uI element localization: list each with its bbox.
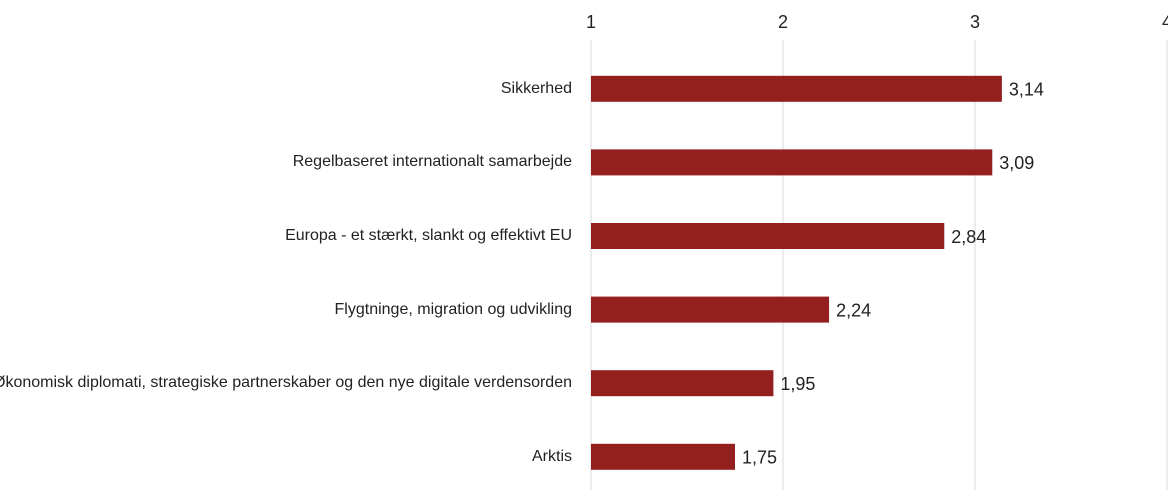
value-label: 3,09: [999, 153, 1034, 173]
category-label: Regelbaseret internationalt samarbejde: [292, 153, 572, 171]
value-label: 2,24: [836, 300, 871, 320]
category-label-box: Sikkerhed: [0, 64, 572, 114]
category-label: Europa - et stærkt, slankt og effektivt …: [285, 227, 572, 244]
bar: [591, 443, 735, 470]
x-tick-label: 4: [1162, 12, 1168, 32]
category-label-box: Økonomisk diplomati, strategiske partner…: [0, 358, 572, 408]
x-tick-label: 1: [586, 12, 596, 32]
category-label: Flygtninge, migration og udvikling: [334, 300, 572, 318]
category-label: Arktis: [532, 447, 572, 465]
bar: [591, 223, 945, 249]
category-label-box: Europa - et stærkt, slankt og effektivt …: [0, 211, 572, 261]
bar: [591, 296, 830, 323]
value-label: 3,14: [1009, 80, 1044, 100]
bar: [591, 370, 774, 397]
category-label-box: Regelbaseret internationalt samarbejde: [0, 137, 572, 187]
category-label: Sikkerhed: [500, 79, 572, 97]
category-label-box: Arktis: [0, 432, 572, 482]
value-label: 2,84: [951, 227, 986, 247]
bar: [591, 149, 993, 176]
category-label: Økonomisk diplomati, strategiske partner…: [0, 374, 572, 392]
value-label: 1,75: [742, 448, 777, 468]
x-tick-label: 3: [970, 12, 980, 32]
x-tick-label: 2: [778, 12, 788, 32]
category-label-box: Flygtninge, migration og udvikling: [0, 285, 572, 335]
bar: [591, 75, 1002, 102]
value-label: 1,95: [780, 374, 815, 394]
